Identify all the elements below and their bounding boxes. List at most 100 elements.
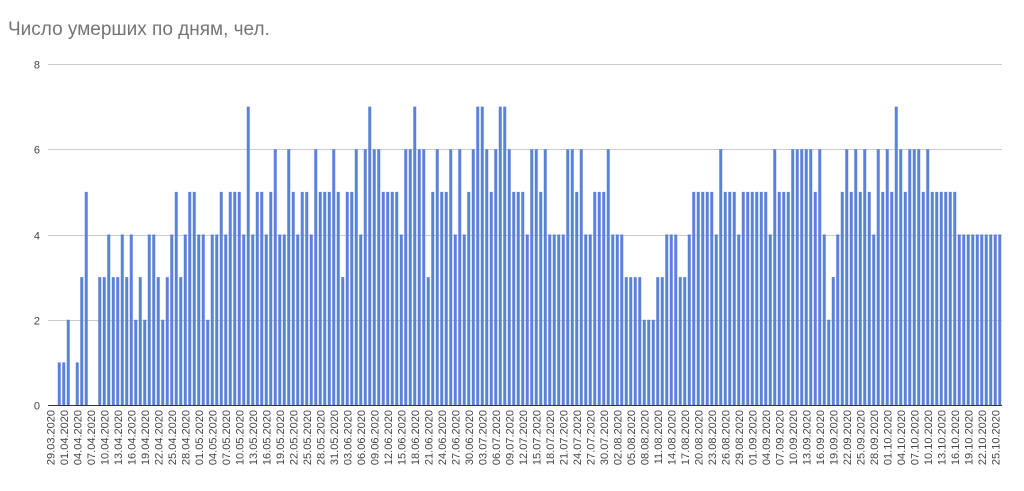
bar	[147, 234, 151, 405]
x-tick-label: 26.08.2020	[720, 410, 732, 465]
x-tick-label: 12.06.2020	[383, 410, 395, 465]
x-tick-label: 16.04.2020	[126, 410, 138, 465]
bar	[930, 191, 934, 406]
bar	[390, 191, 394, 406]
bar	[350, 191, 354, 406]
bar	[467, 191, 471, 406]
bar	[894, 106, 898, 406]
bar	[579, 149, 583, 405]
bar	[368, 106, 372, 406]
x-tick-label: 23.08.2020	[707, 410, 719, 465]
x-tick-label: 21.06.2020	[423, 410, 435, 465]
bar	[170, 234, 174, 405]
y-tick-label: 8	[34, 60, 40, 72]
bar	[134, 319, 138, 405]
bar	[341, 277, 345, 406]
x-tick-label: 01.05.2020	[194, 410, 206, 465]
bar	[197, 234, 201, 405]
bar	[912, 149, 916, 405]
x-tick-label: 03.07.2020	[477, 410, 489, 465]
x-tick-label: 09.07.2020	[504, 410, 516, 465]
bar	[656, 277, 660, 406]
bar	[921, 191, 925, 406]
x-tick-label: 09.06.2020	[369, 410, 381, 465]
x-tick-label: 22.05.2020	[288, 410, 300, 465]
bar	[530, 149, 534, 405]
bar	[102, 277, 106, 406]
bar	[381, 191, 385, 406]
x-tick-label: 01.04.2020	[59, 410, 71, 465]
x-tick-label: 13.04.2020	[113, 410, 125, 465]
x-tick-label: 19.04.2020	[140, 410, 152, 465]
bar	[957, 234, 961, 405]
bar	[998, 234, 1002, 405]
bar	[417, 149, 421, 405]
x-tick-label: 15.07.2020	[531, 410, 543, 465]
bar	[944, 191, 948, 406]
bar	[444, 191, 448, 406]
x-tick-label: 27.07.2020	[585, 410, 597, 465]
bar	[336, 191, 340, 406]
bar	[300, 191, 304, 406]
bar	[633, 277, 637, 406]
bar	[602, 191, 606, 406]
bar	[84, 191, 88, 406]
bar	[363, 149, 367, 405]
bar	[521, 191, 525, 406]
bar	[723, 191, 727, 406]
x-tick-label: 25.09.2020	[855, 410, 867, 465]
bar	[606, 149, 610, 405]
bar	[156, 277, 160, 406]
bar	[876, 149, 880, 405]
bar	[782, 191, 786, 406]
bar	[408, 149, 412, 405]
x-tick-label: 29.08.2020	[734, 410, 746, 465]
x-tick-label: 24.06.2020	[437, 410, 449, 465]
x-tick-label: 24.07.2020	[572, 410, 584, 465]
bar	[161, 319, 165, 405]
x-tick-label: 20.08.2020	[693, 410, 705, 465]
x-tick-label: 05.08.2020	[626, 410, 638, 465]
bar	[80, 277, 84, 406]
bar	[332, 149, 336, 405]
x-tick-label: 16.09.2020	[815, 410, 827, 465]
bar	[966, 234, 970, 405]
bar	[908, 149, 912, 405]
x-tick-label: 22.09.2020	[842, 410, 854, 465]
bar	[449, 149, 453, 405]
bar	[188, 191, 192, 406]
y-tick-label: 2	[34, 316, 40, 328]
bar	[327, 191, 331, 406]
bar	[678, 277, 682, 406]
bar	[183, 234, 187, 405]
bar	[768, 234, 772, 405]
bar	[561, 234, 565, 405]
bar	[66, 319, 70, 405]
x-tick-label: 06.06.2020	[356, 410, 368, 465]
x-tick-label: 19.09.2020	[828, 410, 840, 465]
bar	[917, 149, 921, 405]
x-tick-label: 28.04.2020	[180, 410, 192, 465]
bar	[62, 362, 66, 406]
x-tick-label: 03.06.2020	[342, 410, 354, 465]
x-tick-label: 08.08.2020	[639, 410, 651, 465]
bar	[399, 234, 403, 405]
bar	[282, 234, 286, 405]
bar	[570, 149, 574, 405]
bar	[471, 149, 475, 405]
bar	[440, 191, 444, 406]
bar	[651, 319, 655, 405]
x-tick-label: 18.07.2020	[545, 410, 557, 465]
x-tick-label: 16.10.2020	[950, 410, 962, 465]
bar	[584, 234, 588, 405]
x-tick-label: 30.06.2020	[464, 410, 476, 465]
x-tick-label: 27.06.2020	[450, 410, 462, 465]
bar	[107, 234, 111, 405]
bar	[485, 149, 489, 405]
bar	[233, 191, 237, 406]
bar	[534, 149, 538, 405]
bar	[260, 191, 264, 406]
x-tick-label: 25.04.2020	[167, 410, 179, 465]
x-tick-label: 07.04.2020	[86, 410, 98, 465]
bar	[219, 191, 223, 406]
